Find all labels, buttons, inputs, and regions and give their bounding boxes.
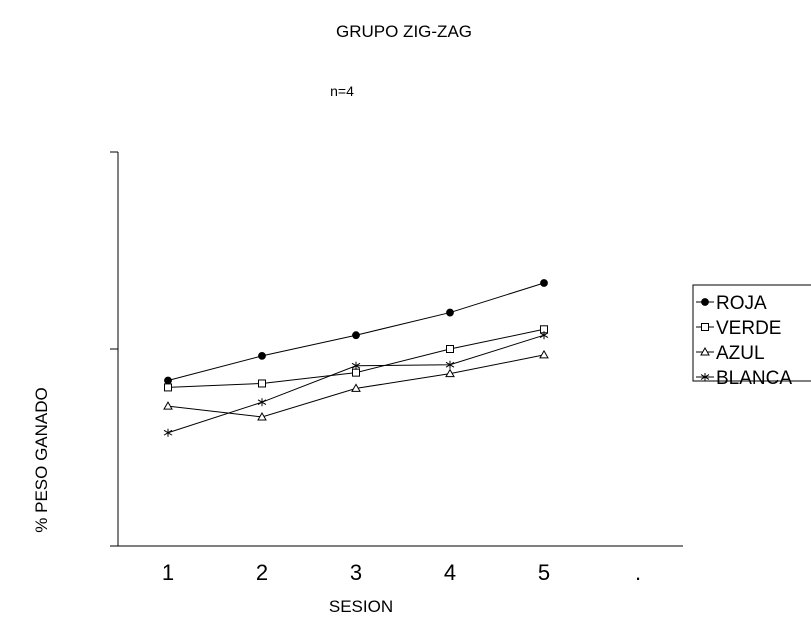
legend-box <box>692 284 811 382</box>
legend-label-azul: AZUL <box>716 343 765 364</box>
series-verde <box>164 325 548 392</box>
series-layer <box>163 279 549 437</box>
y-axis-label: % PESO GANADO <box>32 387 51 532</box>
data-point-verde <box>352 368 360 377</box>
chart-subtitle: n=4 <box>330 83 354 99</box>
series-roja <box>164 279 548 385</box>
data-point-azul <box>257 411 267 421</box>
data-point-roja <box>164 376 172 385</box>
data-point-blanca <box>445 360 455 369</box>
data-point-roja <box>540 279 548 287</box>
x-tick-label: 4 <box>444 560 456 585</box>
legend-marker-blanca <box>700 373 710 381</box>
data-point-blanca <box>257 398 267 407</box>
legend-item-blanca: BLANCA <box>696 368 792 389</box>
data-point-roja <box>258 351 266 360</box>
legend-item-verde: VERDE <box>696 318 781 339</box>
legend-label-verde: VERDE <box>716 318 781 339</box>
series-azul <box>163 349 549 421</box>
legend-item-roja: ROJA <box>696 293 767 314</box>
x-tick-labels: 1 2 3 4 5 . <box>162 560 641 585</box>
data-point-verde <box>258 379 266 388</box>
data-point-azul <box>163 401 173 410</box>
x-tick-label: 3 <box>350 560 362 585</box>
axes <box>110 151 683 547</box>
series-blanca <box>163 331 549 437</box>
legend-label-roja: ROJA <box>716 293 767 314</box>
data-point-blanca <box>351 361 361 370</box>
legend: ROJA VERDE AZUL BLANCA <box>692 284 811 389</box>
data-point-blanca <box>163 428 173 437</box>
legend-marker-verde <box>701 323 709 331</box>
x-tick-label: 2 <box>256 560 268 585</box>
data-point-azul <box>539 349 549 359</box>
data-point-azul <box>445 368 455 378</box>
x-tick-label: 1 <box>162 560 174 585</box>
x-tick-label: . <box>635 560 641 585</box>
data-point-azul <box>351 383 361 392</box>
legend-marker-azul <box>700 346 710 356</box>
x-tick-label: 5 <box>538 560 550 585</box>
data-point-blanca <box>539 331 549 340</box>
chart-title: GRUPO ZIG-ZAG <box>336 22 472 41</box>
legend-item-azul: AZUL <box>696 343 765 364</box>
x-axis-label: SESION <box>329 597 393 616</box>
legend-label-blanca: BLANCA <box>716 368 792 389</box>
data-point-verde <box>446 345 454 353</box>
data-point-roja <box>352 331 360 340</box>
data-point-roja <box>446 308 454 317</box>
legend-marker-roja <box>701 298 709 306</box>
data-point-verde <box>164 383 172 392</box>
